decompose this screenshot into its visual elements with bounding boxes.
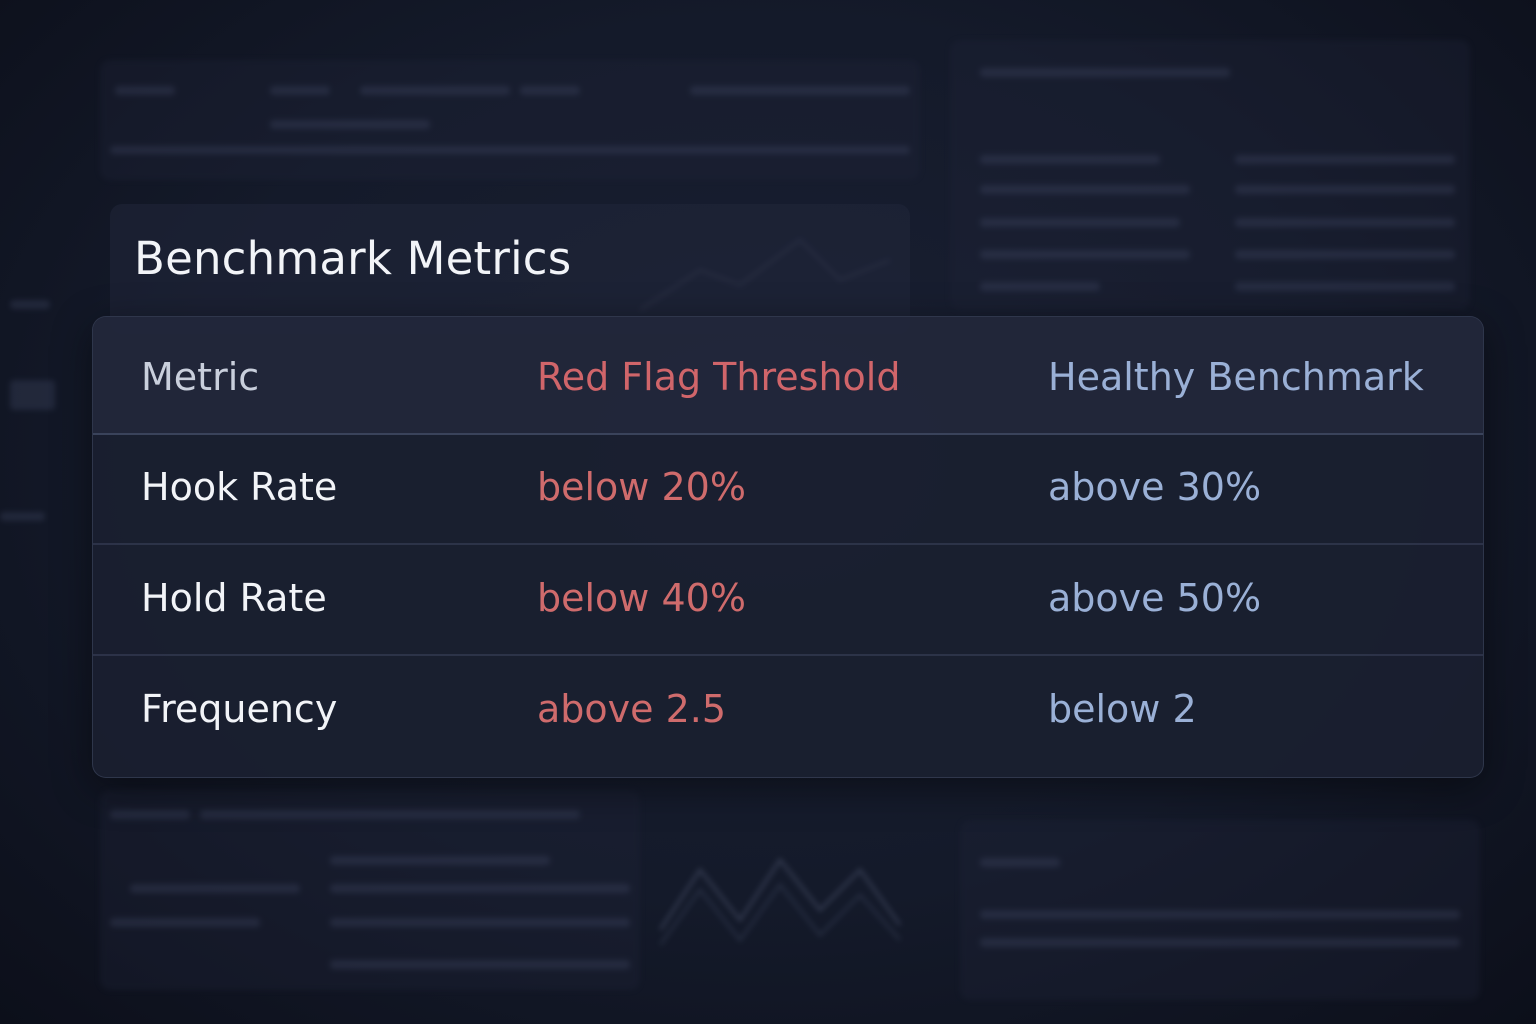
metric-name: Hook Rate: [141, 465, 338, 509]
background-bar: [980, 910, 1460, 919]
background-bar: [520, 86, 580, 95]
background-bar: [115, 86, 175, 95]
background-bar: [10, 380, 55, 410]
background-bar: [980, 68, 1230, 77]
background-panel-top-left: [100, 60, 920, 180]
background-bar: [980, 218, 1180, 227]
background-bar: [200, 810, 580, 819]
red-flag-value: below 40%: [537, 576, 746, 620]
red-flag-value: below 20%: [537, 465, 746, 509]
metric-name: Hold Rate: [141, 576, 327, 620]
title-card: [110, 204, 910, 334]
metric-name: Frequency: [141, 687, 338, 731]
benchmark-table: Metric Red Flag Threshold Healthy Benchm…: [92, 316, 1484, 778]
background-bar: [980, 282, 1100, 291]
background-bar: [690, 86, 910, 95]
column-header-healthy-benchmark: Healthy Benchmark: [1048, 355, 1424, 399]
healthy-value: above 30%: [1048, 465, 1262, 509]
background-panel-top-right: [950, 40, 1470, 310]
table-row: Hook Rate below 20% above 30%: [93, 433, 1483, 545]
table-row: Hold Rate below 40% above 50%: [93, 544, 1483, 656]
column-header-metric: Metric: [141, 355, 260, 399]
background-bar: [110, 810, 190, 819]
background-bar: [110, 146, 910, 154]
background-line-chart-icon: [660, 857, 902, 946]
background-bar: [0, 512, 45, 521]
background-bar: [360, 86, 510, 95]
background-bar: [1235, 250, 1455, 259]
background-bar: [270, 120, 430, 129]
column-header-red-flag-threshold: Red Flag Threshold: [537, 355, 901, 399]
background-bar: [1235, 218, 1455, 227]
background-panel-bottom-left: [100, 790, 640, 990]
background-bar: [330, 884, 630, 893]
table-header-row: Metric Red Flag Threshold Healthy Benchm…: [93, 317, 1483, 435]
background-bar: [330, 960, 630, 969]
red-flag-value: above 2.5: [537, 687, 727, 731]
background-bar: [980, 155, 1160, 164]
background-bar: [110, 918, 260, 927]
healthy-value: below 2: [1048, 687, 1197, 731]
background-bar: [10, 300, 50, 309]
background-bar: [330, 856, 550, 865]
background-bar: [130, 884, 300, 893]
background-bar: [980, 858, 1060, 867]
background-bar: [980, 938, 1460, 947]
page-title: Benchmark Metrics: [134, 232, 572, 285]
background-bar: [1235, 185, 1455, 194]
background-panel-bottom-right: [960, 820, 1480, 1000]
table-row: Frequency above 2.5 below 2: [93, 655, 1483, 765]
background-bar: [330, 918, 630, 927]
background-bar: [1235, 155, 1455, 164]
background-bar: [270, 86, 330, 95]
background-bar: [980, 250, 1190, 259]
background-bar: [980, 185, 1190, 194]
healthy-value: above 50%: [1048, 576, 1262, 620]
background-bar: [1235, 282, 1455, 291]
